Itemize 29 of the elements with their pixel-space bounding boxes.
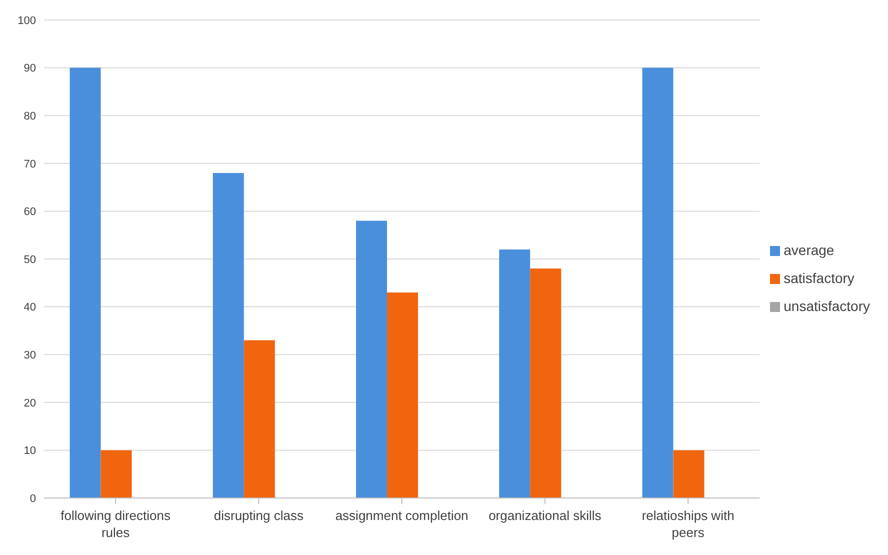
x-tick-label: following directions rules [60,508,171,540]
y-tick-label: 90 [24,62,36,75]
bar [387,292,418,498]
y-tick-label: 60 [24,206,36,218]
bar [212,172,244,498]
legend-label: unsatisfactory [784,298,870,314]
y-tick-label: 0 [30,492,36,505]
y-tick-label: 20 [24,397,36,410]
bar [244,340,275,498]
y-tick-label: 10 [24,445,36,458]
bar [499,249,530,498]
bar [356,220,388,498]
x-tick-label: disrupting class [214,508,304,523]
y-tick-label: 50 [24,254,36,266]
y-tick-label: 100 [18,14,36,27]
bar [673,450,704,498]
y-tick-label: 80 [24,110,36,123]
y-tick-label: 70 [24,158,36,170]
x-tick-label: relatioships with peers [642,508,734,540]
x-tick-label: assignment completion [335,508,468,523]
legend-label: satisfactory [784,270,854,286]
bar [100,450,132,498]
y-tick-label: 30 [24,350,36,362]
bar [642,68,674,498]
x-tick-label: organizational skills [488,508,602,523]
bar [530,268,562,498]
legend-label: average [784,242,834,258]
bar [70,68,101,498]
y-tick-label: 40 [24,302,36,314]
